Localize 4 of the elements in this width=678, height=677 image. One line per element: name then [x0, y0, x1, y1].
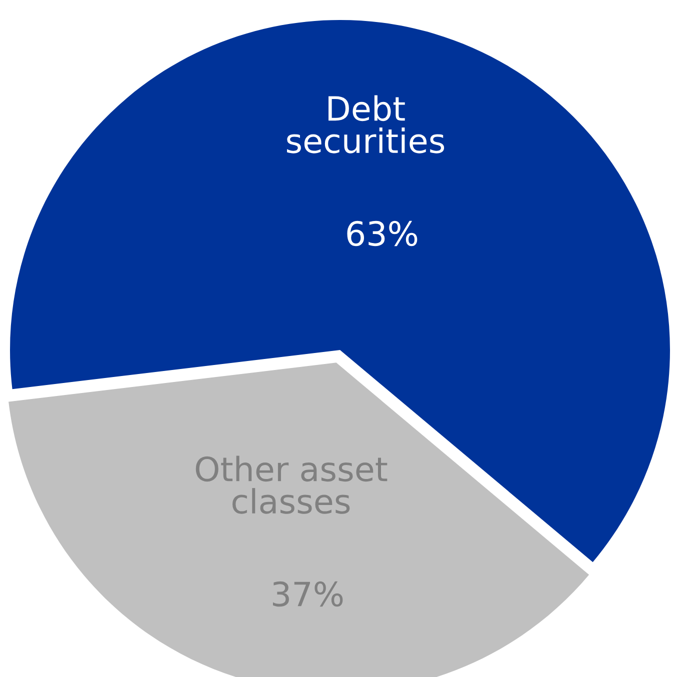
slice-label: Debt securities: [287, 95, 444, 154]
data-label: 37%: [272, 581, 343, 607]
data-label: 63%: [347, 220, 418, 246]
slice-label: Other asset classes: [196, 456, 388, 514]
